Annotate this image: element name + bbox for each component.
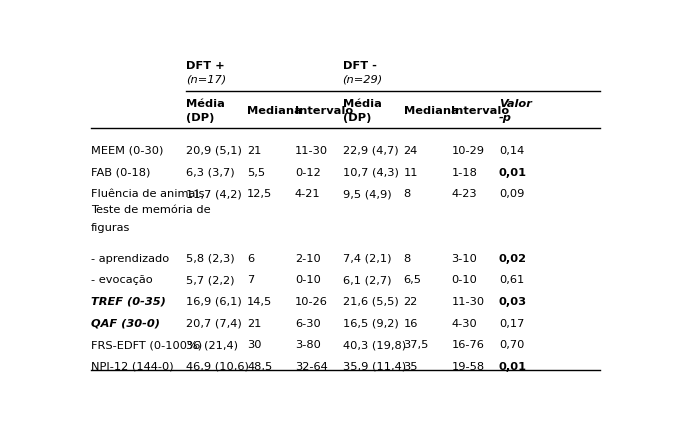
Text: 0,03: 0,03 <box>499 297 527 307</box>
Text: 4-21: 4-21 <box>295 189 321 199</box>
Text: 6-30: 6-30 <box>295 319 321 329</box>
Text: FAB (0-18): FAB (0-18) <box>91 168 150 178</box>
Text: Média: Média <box>186 99 225 109</box>
Text: 16: 16 <box>404 319 418 329</box>
Text: NPI-12 (144-0): NPI-12 (144-0) <box>91 362 174 372</box>
Text: 4-23: 4-23 <box>451 189 477 199</box>
Text: 3-80: 3-80 <box>295 340 321 350</box>
Text: 40,3 (19,8): 40,3 (19,8) <box>343 340 406 350</box>
Text: 8: 8 <box>404 189 411 199</box>
Text: 10-26: 10-26 <box>295 297 328 307</box>
Text: 11-30: 11-30 <box>451 297 484 307</box>
Text: 0,70: 0,70 <box>499 340 525 350</box>
Text: DFT -: DFT - <box>343 61 376 71</box>
Text: Mediana: Mediana <box>404 106 458 116</box>
Text: 16,5 (9,2): 16,5 (9,2) <box>343 319 398 329</box>
Text: 10,7 (4,3): 10,7 (4,3) <box>343 168 399 178</box>
Text: 20,9 (5,1): 20,9 (5,1) <box>186 146 242 156</box>
Text: 3-10: 3-10 <box>451 254 477 264</box>
Text: TREF (0-35): TREF (0-35) <box>91 297 166 307</box>
Text: 5,5: 5,5 <box>247 168 265 178</box>
Text: 36 (21,4): 36 (21,4) <box>186 340 238 350</box>
Text: 6: 6 <box>247 254 254 264</box>
Text: 7: 7 <box>247 276 254 286</box>
Text: 35: 35 <box>404 362 418 372</box>
Text: Teste de memória de: Teste de memória de <box>91 205 211 215</box>
Text: 48,5: 48,5 <box>247 362 272 372</box>
Text: 30: 30 <box>247 340 262 350</box>
Text: -p: -p <box>499 113 512 123</box>
Text: 6,5: 6,5 <box>404 276 421 286</box>
Text: MEEM (0-30): MEEM (0-30) <box>91 146 163 156</box>
Text: 21: 21 <box>247 146 261 156</box>
Text: 11,7 (4,2): 11,7 (4,2) <box>186 189 242 199</box>
Text: 11: 11 <box>404 168 418 178</box>
Text: 5,8 (2,3): 5,8 (2,3) <box>186 254 235 264</box>
Text: 0,17: 0,17 <box>499 319 525 329</box>
Text: (DP): (DP) <box>186 113 215 123</box>
Text: 22: 22 <box>404 297 418 307</box>
Text: 1-18: 1-18 <box>451 168 477 178</box>
Text: 0,09: 0,09 <box>499 189 525 199</box>
Text: 35,9 (11,4): 35,9 (11,4) <box>343 362 406 372</box>
Text: 0,14: 0,14 <box>499 146 524 156</box>
Text: 19-58: 19-58 <box>451 362 484 372</box>
Text: Média: Média <box>343 99 382 109</box>
Text: (n=29): (n=29) <box>343 75 383 85</box>
Text: Valor: Valor <box>499 99 532 109</box>
Text: 2-10: 2-10 <box>295 254 321 264</box>
Text: 0,02: 0,02 <box>499 254 527 264</box>
Text: 21: 21 <box>247 319 261 329</box>
Text: 32-64: 32-64 <box>295 362 328 372</box>
Text: 37,5: 37,5 <box>404 340 429 350</box>
Text: 16-76: 16-76 <box>451 340 484 350</box>
Text: 22,9 (4,7): 22,9 (4,7) <box>343 146 398 156</box>
Text: (n=17): (n=17) <box>186 75 226 85</box>
Text: FRS-EDFT (0-100%): FRS-EDFT (0-100%) <box>91 340 202 350</box>
Text: QAF (30-0): QAF (30-0) <box>91 319 160 329</box>
Text: 11-30: 11-30 <box>295 146 328 156</box>
Text: 10-29: 10-29 <box>451 146 484 156</box>
Text: 4-30: 4-30 <box>451 319 477 329</box>
Text: 21,6 (5,5): 21,6 (5,5) <box>343 297 398 307</box>
Text: 6,3 (3,7): 6,3 (3,7) <box>186 168 235 178</box>
Text: 5,7 (2,2): 5,7 (2,2) <box>186 276 235 286</box>
Text: 0,01: 0,01 <box>499 168 527 178</box>
Text: Fluência de animais: Fluência de animais <box>91 189 205 199</box>
Text: - evocação: - evocação <box>91 276 153 286</box>
Text: 0-12: 0-12 <box>295 168 321 178</box>
Text: - aprendizado: - aprendizado <box>91 254 169 264</box>
Text: figuras: figuras <box>91 223 130 233</box>
Text: (DP): (DP) <box>343 113 371 123</box>
Text: 9,5 (4,9): 9,5 (4,9) <box>343 189 391 199</box>
Text: 8: 8 <box>404 254 411 264</box>
Text: DFT +: DFT + <box>186 61 225 71</box>
Text: 6,1 (2,7): 6,1 (2,7) <box>343 276 391 286</box>
Text: 7,4 (2,1): 7,4 (2,1) <box>343 254 391 264</box>
Text: Mediana: Mediana <box>247 106 302 116</box>
Text: 12,5: 12,5 <box>247 189 272 199</box>
Text: 0,01: 0,01 <box>499 362 527 372</box>
Text: 14,5: 14,5 <box>247 297 272 307</box>
Text: 16,9 (6,1): 16,9 (6,1) <box>186 297 242 307</box>
Text: Intervalo: Intervalo <box>451 106 510 116</box>
Text: 0-10: 0-10 <box>295 276 321 286</box>
Text: 0,61: 0,61 <box>499 276 524 286</box>
Text: 46,9 (10,6): 46,9 (10,6) <box>186 362 249 372</box>
Text: 24: 24 <box>404 146 418 156</box>
Text: 0-10: 0-10 <box>451 276 477 286</box>
Text: 20,7 (7,4): 20,7 (7,4) <box>186 319 242 329</box>
Text: Intervalo: Intervalo <box>295 106 353 116</box>
